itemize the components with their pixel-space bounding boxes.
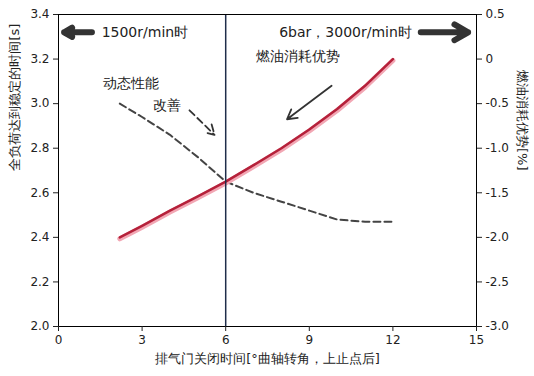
svg-text:3.2: 3.2 — [30, 52, 49, 66]
svg-text:3.0: 3.0 — [30, 96, 49, 110]
svg-text:-3.0: -3.0 — [486, 319, 509, 333]
svg-text:0: 0 — [486, 52, 494, 66]
svg-text:6bar，3000r/min时: 6bar，3000r/min时 — [279, 24, 412, 40]
svg-text:12: 12 — [385, 333, 400, 347]
svg-text:燃油消耗优势: 燃油消耗优势 — [256, 48, 340, 64]
svg-text:0.5: 0.5 — [486, 7, 505, 21]
svg-text:-2.0: -2.0 — [486, 230, 509, 244]
svg-text:15: 15 — [469, 333, 484, 347]
svg-text:排气门关闭时间[°曲轴转角，上止点后]: 排气门关闭时间[°曲轴转角，上止点后] — [155, 351, 380, 366]
svg-text:2.8: 2.8 — [30, 141, 49, 155]
svg-text:-2.5: -2.5 — [486, 275, 509, 289]
svg-text:3.4: 3.4 — [30, 7, 49, 21]
svg-text:动态性能: 动态性能 — [103, 75, 159, 91]
svg-text:0: 0 — [55, 333, 63, 347]
svg-text:-0.5: -0.5 — [486, 96, 509, 110]
svg-text:改善: 改善 — [153, 97, 181, 113]
svg-text:6: 6 — [222, 333, 230, 347]
svg-text:全负荷达到稳定的时间[s]: 全负荷达到稳定的时间[s] — [7, 24, 22, 171]
svg-text:3: 3 — [138, 333, 146, 347]
svg-text:燃油消耗优势[%]: 燃油消耗优势[%] — [515, 70, 530, 171]
svg-text:2.6: 2.6 — [30, 186, 49, 200]
svg-text:2.2: 2.2 — [30, 275, 49, 289]
svg-text:-1.0: -1.0 — [486, 141, 509, 155]
svg-text:-1.5: -1.5 — [486, 186, 509, 200]
svg-text:1500r/min时: 1500r/min时 — [102, 24, 189, 40]
svg-text:2.0: 2.0 — [30, 319, 49, 333]
svg-text:9: 9 — [305, 333, 313, 347]
svg-text:2.4: 2.4 — [30, 230, 49, 244]
